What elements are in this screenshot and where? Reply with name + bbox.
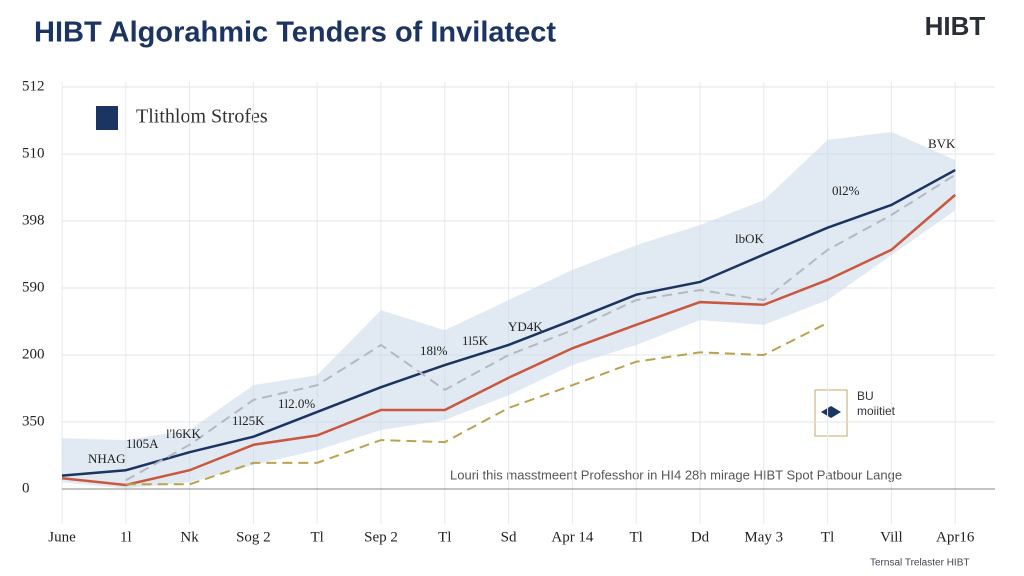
legend-swatch: [96, 106, 118, 130]
x-tick-label: June: [48, 529, 76, 545]
series-line: [125, 173, 956, 482]
x-tick-label: Sog 2: [236, 529, 271, 545]
x-tick-label: Apr 14: [551, 529, 594, 545]
annotation: 1l05A: [126, 436, 159, 451]
x-tick-label: Sep 2: [364, 529, 398, 545]
annotation: lbOK: [735, 231, 765, 246]
annotation: l'l6KK: [166, 426, 201, 441]
x-tick-label: Tl: [821, 529, 834, 545]
annotation: YD4K: [508, 319, 543, 334]
annotation: BVK: [928, 136, 956, 151]
x-tick-label: Dd: [691, 529, 710, 545]
annotation: 18l%: [420, 343, 448, 358]
footer-note: Louri this masstmeent Professhor in HI4 …: [450, 467, 902, 482]
y-tick-label: 590: [22, 279, 45, 295]
series-line: [61, 168, 956, 477]
x-tick-label: Nk: [180, 529, 199, 545]
x-tick-label: Sd: [501, 529, 517, 545]
logo: HIBT: [925, 11, 986, 41]
x-tick-label: Tl: [311, 529, 324, 545]
x-tick-label: May 3: [744, 529, 783, 545]
annotation: 1l5K: [462, 333, 489, 348]
badge-text: moiitiet: [857, 404, 896, 418]
y-tick-label: 350: [22, 413, 45, 429]
y-tick-label: 398: [22, 212, 45, 228]
y-tick-label: 0: [22, 480, 30, 496]
y-tick-label: 510: [22, 145, 45, 161]
y-tick-label: 512: [22, 78, 45, 94]
chart-title: HIBT Algorahmic Tenders of Invilatect: [34, 17, 556, 49]
annotation: 0l2%: [832, 183, 860, 198]
x-tick-label: Tl: [630, 529, 643, 545]
credit: Ternsal Trelaster HIBT: [870, 558, 969, 569]
badge-text: BU: [857, 389, 874, 403]
band: [62, 131, 956, 489]
x-tick-label: Tl: [438, 529, 451, 545]
badge-icon: [821, 406, 841, 418]
x-tick-label: Apr16: [936, 529, 975, 545]
y-tick-label: 200: [22, 346, 45, 362]
series-line: [125, 321, 829, 486]
annotation: 1l2.0%: [278, 396, 315, 411]
annotation: NHAG: [88, 451, 126, 466]
x-tick-label: 1l: [120, 529, 132, 545]
legend-label: Tlithlom Strofes: [136, 106, 268, 128]
x-tick-label: Vill: [880, 529, 902, 545]
annotation: 1l25K: [232, 413, 265, 428]
series-line: [61, 193, 957, 487]
